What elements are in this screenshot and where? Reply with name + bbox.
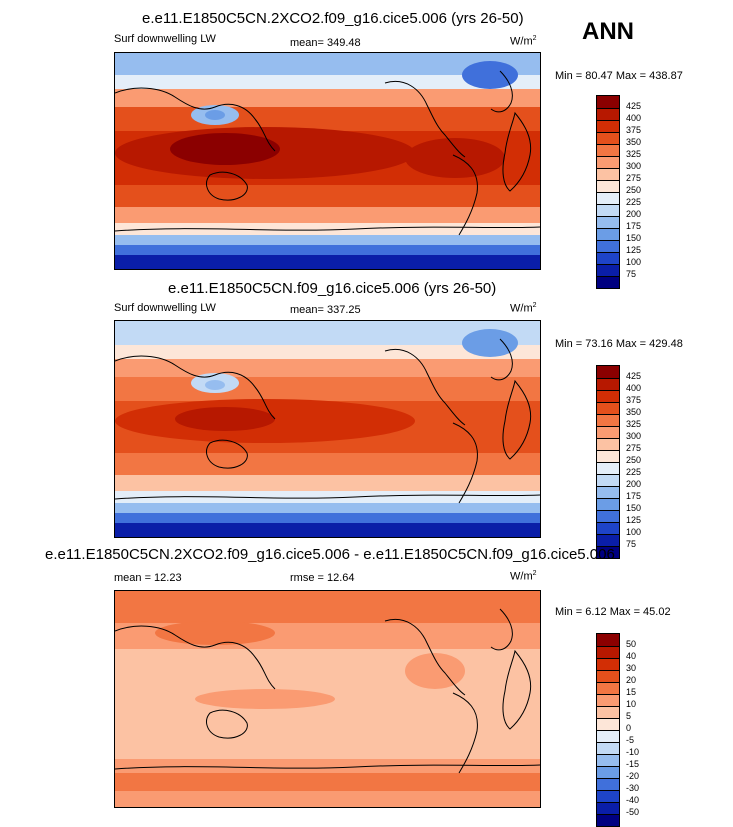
panel-3-colorbar-label: 30 bbox=[626, 663, 637, 673]
panel-1-colorbar-label: 250 bbox=[626, 185, 642, 195]
panel-3-colorbar-label: 5 bbox=[626, 711, 632, 721]
panel-3-colorbar-label: 40 bbox=[626, 651, 637, 661]
panel-3-colorbar-label: 10 bbox=[626, 699, 637, 709]
panel-1-minmax: Min = 80.47 Max = 438.87 bbox=[555, 70, 683, 82]
panel-3-colorbar-label: -5 bbox=[626, 735, 635, 745]
season-label: ANN bbox=[582, 18, 634, 45]
panel-2-colorbar-label: 125 bbox=[626, 515, 642, 525]
panel-1-colorbar-label: 425 bbox=[626, 101, 642, 111]
panel-1-variable-label: Surf downwelling LW bbox=[114, 33, 216, 45]
panel-1-colorbar-label: 300 bbox=[626, 161, 642, 171]
panel-2-title: e.e11.E1850C5CN.f09_g16.cice5.006 (yrs 2… bbox=[168, 280, 497, 297]
panel-2-colorbar-label: 175 bbox=[626, 491, 642, 501]
panel-2-map bbox=[114, 320, 541, 538]
panel-2-colorbar-label: 250 bbox=[626, 455, 642, 465]
panel-1-colorbar-label: 100 bbox=[626, 257, 642, 267]
panel-2-minmax: Min = 73.16 Max = 429.48 bbox=[555, 338, 683, 350]
panel-2-colorbar-label: 100 bbox=[626, 527, 642, 537]
panel-1-title: e.e11.E1850C5CN.2XCO2.f09_g16.cice5.006 … bbox=[142, 10, 524, 27]
panel-3-units: W/m2 bbox=[510, 570, 537, 583]
panel-1-colorbar-label: 275 bbox=[626, 173, 642, 183]
panel-3-colorbar-label: 20 bbox=[626, 675, 637, 685]
panel-2-colorbar-label: 325 bbox=[626, 419, 642, 429]
panel-3-rmse-label: rmse = 12.64 bbox=[290, 572, 355, 584]
panel-3-colorbar bbox=[596, 633, 620, 827]
panel-2-colorbar-label: 400 bbox=[626, 383, 642, 393]
panel-2-colorbar-label: 225 bbox=[626, 467, 642, 477]
panel-2-colorbar-label: 200 bbox=[626, 479, 642, 489]
panel-1-colorbar-label: 75 bbox=[626, 269, 637, 279]
panel-1-colorbar-label: 200 bbox=[626, 209, 642, 219]
panel-2-colorbar bbox=[596, 365, 620, 559]
panel-2-variable-label: Surf downwelling LW bbox=[114, 302, 216, 314]
panel-1-map-graphic bbox=[115, 53, 540, 269]
panel-3-minmax: Min = 6.12 Max = 45.02 bbox=[555, 606, 671, 618]
panel-1-map bbox=[114, 52, 541, 270]
panel-3-colorbar-label: -40 bbox=[626, 795, 640, 805]
panel-2-colorbar-label: 350 bbox=[626, 407, 642, 417]
panel-3-colorbar-label: -30 bbox=[626, 783, 640, 793]
panel-1-colorbar-label: 400 bbox=[626, 113, 642, 123]
panel-1-colorbar-label: 375 bbox=[626, 125, 642, 135]
panel-2-mean-label: mean= 337.25 bbox=[290, 304, 361, 316]
panel-1-colorbar bbox=[596, 95, 620, 289]
panel-1-colorbar-label: 125 bbox=[626, 245, 642, 255]
panel-3-colorbar-label: 15 bbox=[626, 687, 637, 697]
panel-2-units: W/m2 bbox=[510, 302, 537, 315]
panel-2-colorbar-label: 150 bbox=[626, 503, 642, 513]
panel-1-mean-label: mean= 349.48 bbox=[290, 37, 361, 49]
panel-2-colorbar-label: 425 bbox=[626, 371, 642, 381]
panel-3-colorbar-label: 0 bbox=[626, 723, 632, 733]
panel-3-colorbar-label: -20 bbox=[626, 771, 640, 781]
panel-1-colorbar-label: 225 bbox=[626, 197, 642, 207]
panel-3-colorbar-label: -50 bbox=[626, 807, 640, 817]
panel-3-map bbox=[114, 590, 541, 808]
panel-1-colorbar-label: 350 bbox=[626, 137, 642, 147]
panel-1-units: W/m2 bbox=[510, 35, 537, 48]
panel-2-colorbar-label: 300 bbox=[626, 431, 642, 441]
panel-3-map-graphic bbox=[115, 591, 540, 807]
panel-3-title: e.e11.E1850C5CN.2XCO2.f09_g16.cice5.006 … bbox=[45, 546, 615, 563]
panel-2-colorbar-label: 275 bbox=[626, 443, 642, 453]
panel-3-colorbar-label: 50 bbox=[626, 639, 637, 649]
panel-3-mean-label: mean = 12.23 bbox=[114, 572, 182, 584]
panel-1-colorbar-label: 150 bbox=[626, 233, 642, 243]
panel-3-colorbar-label: -10 bbox=[626, 747, 640, 757]
panel-3-colorbar-label: -15 bbox=[626, 759, 640, 769]
panel-1-colorbar-label: 175 bbox=[626, 221, 642, 231]
panel-2-map-graphic bbox=[115, 321, 540, 537]
panel-2-colorbar-label: 375 bbox=[626, 395, 642, 405]
panel-1-colorbar-label: 325 bbox=[626, 149, 642, 159]
panel-2-colorbar-label: 75 bbox=[626, 539, 637, 549]
